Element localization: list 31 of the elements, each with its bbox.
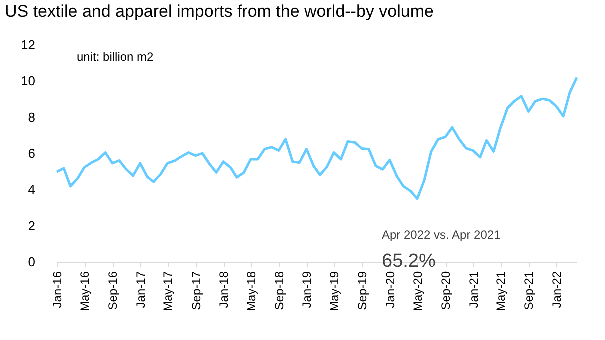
annotation: Apr 2022 vs. Apr 2021: [382, 228, 502, 242]
x-tick-label: Sep-19: [356, 271, 370, 310]
y-tick-label: 0: [28, 254, 36, 270]
x-tick-label: Sep-21: [522, 271, 536, 310]
x-tick-label: May-19: [328, 271, 342, 312]
chart-title: US textile and apparel imports from the world--by volume: [5, 2, 434, 21]
x-tick-label: May-18: [244, 271, 258, 312]
x-tick-label: Jan-18: [217, 271, 232, 308]
y-tick-label: 10: [21, 74, 36, 89]
x-tick-label: Jan-19: [300, 271, 314, 308]
x-tick-label: May-16: [78, 271, 92, 312]
y-tick-label: 4: [28, 182, 36, 198]
x-tick-label: Sep-20: [439, 271, 454, 310]
x-tick-label: Jan-22: [550, 271, 564, 308]
annotation: 65.2%: [382, 251, 436, 272]
x-tick-label: May-21: [494, 271, 508, 312]
x-tick-label: Jan-17: [134, 271, 148, 308]
x-tick-label: Sep-16: [106, 271, 120, 310]
x-tick-label: Sep-17: [189, 271, 204, 310]
annotation: unit: billion m2: [77, 50, 154, 64]
x-tick-label: Sep-18: [272, 271, 286, 310]
x-tick-label: Jan-21: [466, 271, 481, 308]
x-tick-label: Jan-16: [50, 271, 64, 308]
x-tick-label: May-17: [161, 271, 176, 312]
x-tick-label: Jan-20: [383, 271, 398, 308]
y-tick-label: 8: [28, 110, 36, 125]
y-tick-label: 12: [21, 38, 36, 52]
line-series: [56, 76, 578, 200]
y-tick-label: 6: [28, 146, 36, 161]
y-tick-label: 2: [28, 218, 36, 234]
x-tick-label: May-20: [410, 271, 425, 312]
